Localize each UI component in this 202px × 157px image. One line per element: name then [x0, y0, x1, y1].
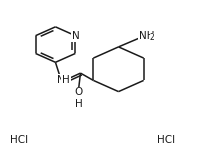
Text: H: H [62, 75, 70, 85]
Text: N: N [71, 31, 79, 41]
Text: H: H [74, 99, 82, 109]
Text: 2: 2 [149, 33, 154, 42]
Text: O: O [74, 87, 82, 97]
Text: N: N [56, 75, 64, 85]
Text: NH: NH [138, 31, 153, 41]
Text: HCl: HCl [10, 135, 28, 145]
Text: HCl: HCl [156, 135, 174, 145]
